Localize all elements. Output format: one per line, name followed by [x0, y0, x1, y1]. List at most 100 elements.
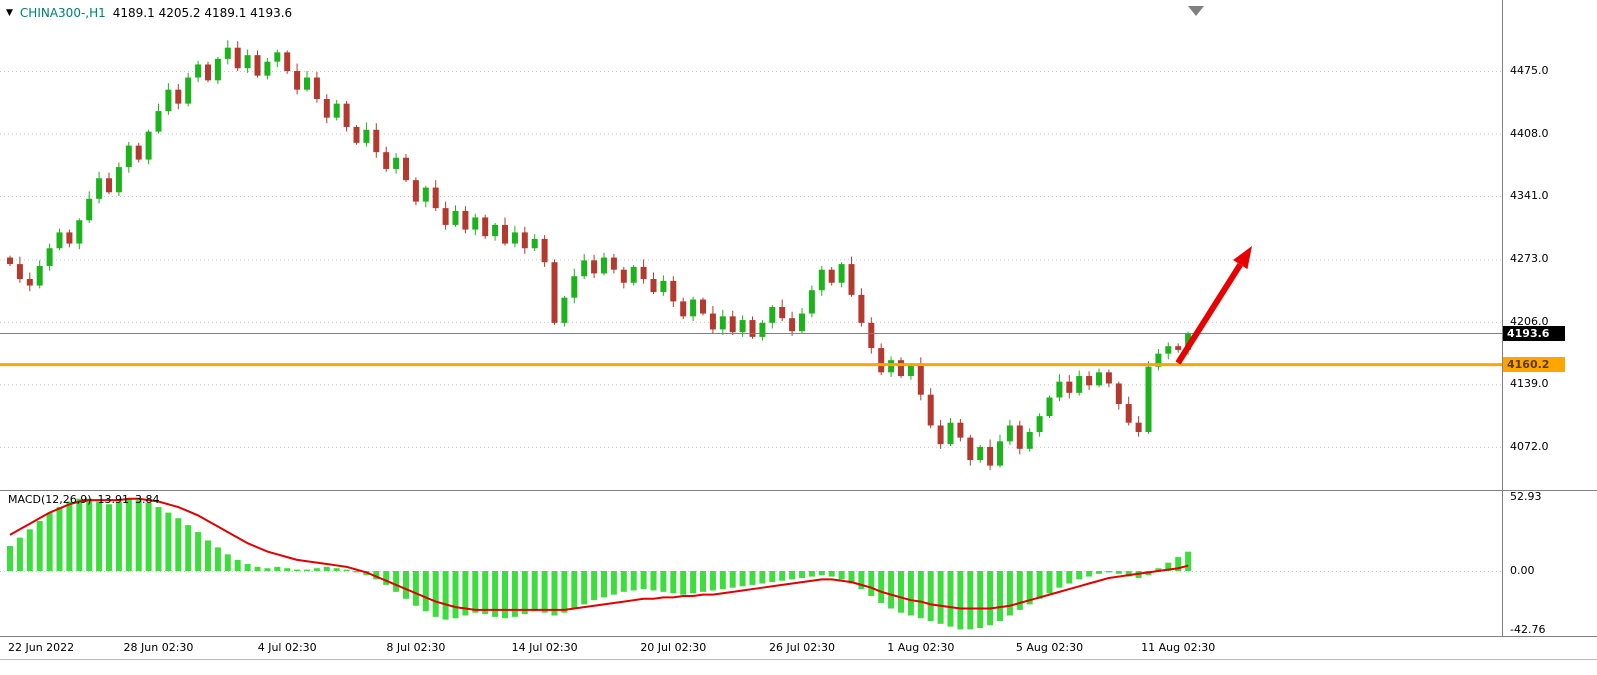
candle — [46, 248, 53, 266]
symbol-dropdown-icon[interactable]: ▼ — [6, 8, 13, 18]
candle — [997, 441, 1003, 466]
candle — [343, 103, 350, 127]
candle — [1096, 372, 1102, 386]
candle — [601, 257, 607, 274]
macd-name: MACD(12,26,9) — [8, 493, 92, 506]
candle — [1105, 372, 1112, 384]
macd-histogram-bar — [759, 571, 766, 584]
ohlc-readout: 4189.1 4205.2 4189.1 4193.6 — [112, 6, 293, 20]
macd-histogram-bar — [294, 569, 301, 571]
candle — [551, 262, 558, 323]
macd-histogram-bar — [165, 512, 172, 571]
macd-histogram-bar — [937, 571, 944, 624]
macd-histogram-bar — [690, 571, 697, 594]
candle — [690, 299, 697, 317]
candle — [234, 47, 241, 69]
trend-arrow[interactable] — [1175, 262, 1243, 365]
macd-axis-label: 52.93 — [1510, 490, 1542, 504]
candle — [294, 71, 301, 90]
candle — [1036, 416, 1043, 433]
candle — [472, 217, 479, 230]
macd-histogram-bar — [353, 571, 360, 573]
candle — [739, 320, 746, 333]
macd-histogram-bar — [987, 571, 994, 626]
candle — [937, 425, 944, 445]
macd-histogram-bar — [234, 559, 241, 571]
macd-histogram-bar — [492, 571, 499, 617]
macd-histogram-bar — [967, 571, 974, 630]
chart-frame — [0, 0, 1597, 660]
candle — [7, 257, 13, 265]
price-chart[interactable] — [0, 40, 1502, 471]
candle — [977, 446, 984, 460]
candle — [284, 52, 291, 71]
macd-histogram-bar — [16, 537, 23, 571]
macd-histogram-bar — [1066, 571, 1073, 584]
candle — [927, 394, 934, 426]
chart-shift-marker-icon[interactable] — [1188, 6, 1204, 16]
macd-histogram-bar — [432, 571, 439, 617]
macd-histogram-bar — [739, 571, 746, 587]
macd-histogram-bar — [244, 564, 251, 571]
candle — [56, 232, 63, 249]
candle — [1175, 346, 1182, 350]
macd-histogram-bar — [26, 529, 33, 571]
candle — [541, 238, 548, 263]
macd-histogram-bar — [442, 571, 449, 620]
time-axis-label: 28 Jun 02:30 — [123, 641, 194, 654]
macd-histogram-bar — [917, 571, 924, 619]
macd-histogram-bar — [808, 571, 815, 577]
candle — [769, 307, 776, 323]
macd-histogram-bar — [749, 571, 756, 585]
candle — [888, 360, 895, 373]
macd-histogram-bar — [898, 571, 904, 613]
candle — [214, 58, 221, 81]
candle — [393, 157, 400, 169]
macd-histogram-bar — [284, 568, 291, 571]
candle — [76, 220, 83, 244]
candle — [1125, 404, 1132, 423]
macd-histogram-bar — [1076, 571, 1083, 580]
candle — [987, 446, 994, 466]
candle — [304, 77, 310, 90]
macd-histogram-bar — [680, 571, 687, 595]
macd-main-value: 13.91 — [97, 493, 130, 506]
candle — [571, 276, 578, 298]
macd-histogram-bar — [1096, 571, 1102, 574]
candle — [947, 422, 954, 445]
candle — [858, 294, 865, 323]
macd-histogram-bar — [1155, 568, 1162, 571]
macd-histogram-bar — [848, 571, 855, 584]
macd-histogram-bar — [1006, 571, 1013, 616]
candle — [432, 187, 439, 209]
candle — [125, 145, 132, 168]
macd-histogram-bar — [977, 571, 984, 628]
candle — [630, 266, 637, 283]
macd-histogram-bar — [610, 571, 617, 595]
candle — [878, 348, 885, 373]
candle — [799, 313, 805, 332]
macd-histogram-bar — [947, 571, 954, 627]
macd-panel[interactable] — [0, 497, 1502, 630]
macd-signal-line — [9, 497, 1189, 611]
macd-histogram-bar — [175, 518, 182, 571]
candle — [1016, 425, 1023, 449]
macd-histogram-bar — [640, 571, 647, 590]
candle — [26, 279, 33, 286]
macd-histogram-bar — [214, 547, 221, 571]
time-axis-label: 4 Jul 02:30 — [257, 641, 317, 654]
candle — [917, 364, 924, 395]
macd-histogram-bar — [670, 571, 677, 594]
current-price-tag: 4193.6 — [1503, 325, 1565, 341]
time-axis-label: 14 Jul 02:30 — [511, 641, 578, 654]
candle — [650, 279, 657, 293]
macd-histogram-bar — [304, 569, 310, 571]
candle — [749, 320, 756, 337]
macd-histogram-bar — [531, 571, 538, 612]
time-axis-label: 5 Aug 02:30 — [1015, 641, 1084, 654]
macd-histogram-bar — [1105, 571, 1112, 573]
macd-histogram-bar — [86, 498, 93, 571]
macd-histogram-bar — [393, 571, 400, 592]
